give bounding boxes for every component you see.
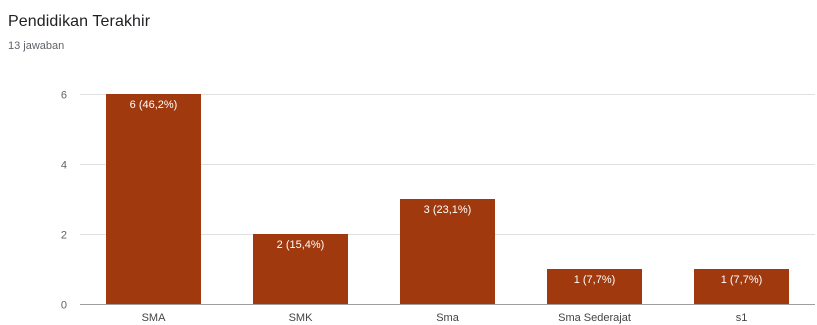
y-tick-label: 4 (61, 160, 67, 172)
x-category-label: s1 (736, 312, 748, 324)
chart-title: Pendidikan Terakhir (8, 13, 151, 30)
x-category-label: Sma (436, 312, 460, 324)
bar (547, 269, 642, 304)
x-axis-labels: SMA SMK Sma Sma Sederajat s1 (142, 312, 748, 324)
data-label: 2 (15,4%) (277, 239, 325, 251)
response-count: 13 jawaban (8, 40, 65, 52)
y-tick-label: 2 (61, 230, 67, 242)
gridlines (80, 94, 815, 305)
bar (694, 269, 789, 304)
x-category-label: SMA (142, 312, 167, 324)
data-label: 1 (7,7%) (574, 274, 616, 286)
bar (253, 234, 348, 304)
data-label: 3 (23,1%) (424, 204, 472, 216)
bar (106, 94, 201, 304)
y-tick-label: 0 (61, 300, 67, 312)
data-label: 1 (7,7%) (721, 274, 763, 286)
x-category-label: SMK (289, 312, 314, 324)
data-label: 6 (46,2%) (130, 99, 178, 111)
bars: 6 (46,2%) 2 (15,4%) 3 (23,1%) 1 (7,7%) 1 (7,… (106, 94, 789, 304)
x-category-label: Sma Sederajat (558, 312, 631, 324)
y-tick-label: 6 (61, 90, 67, 102)
bar (400, 199, 495, 304)
y-axis-ticks: 0 2 4 6 (61, 90, 67, 312)
